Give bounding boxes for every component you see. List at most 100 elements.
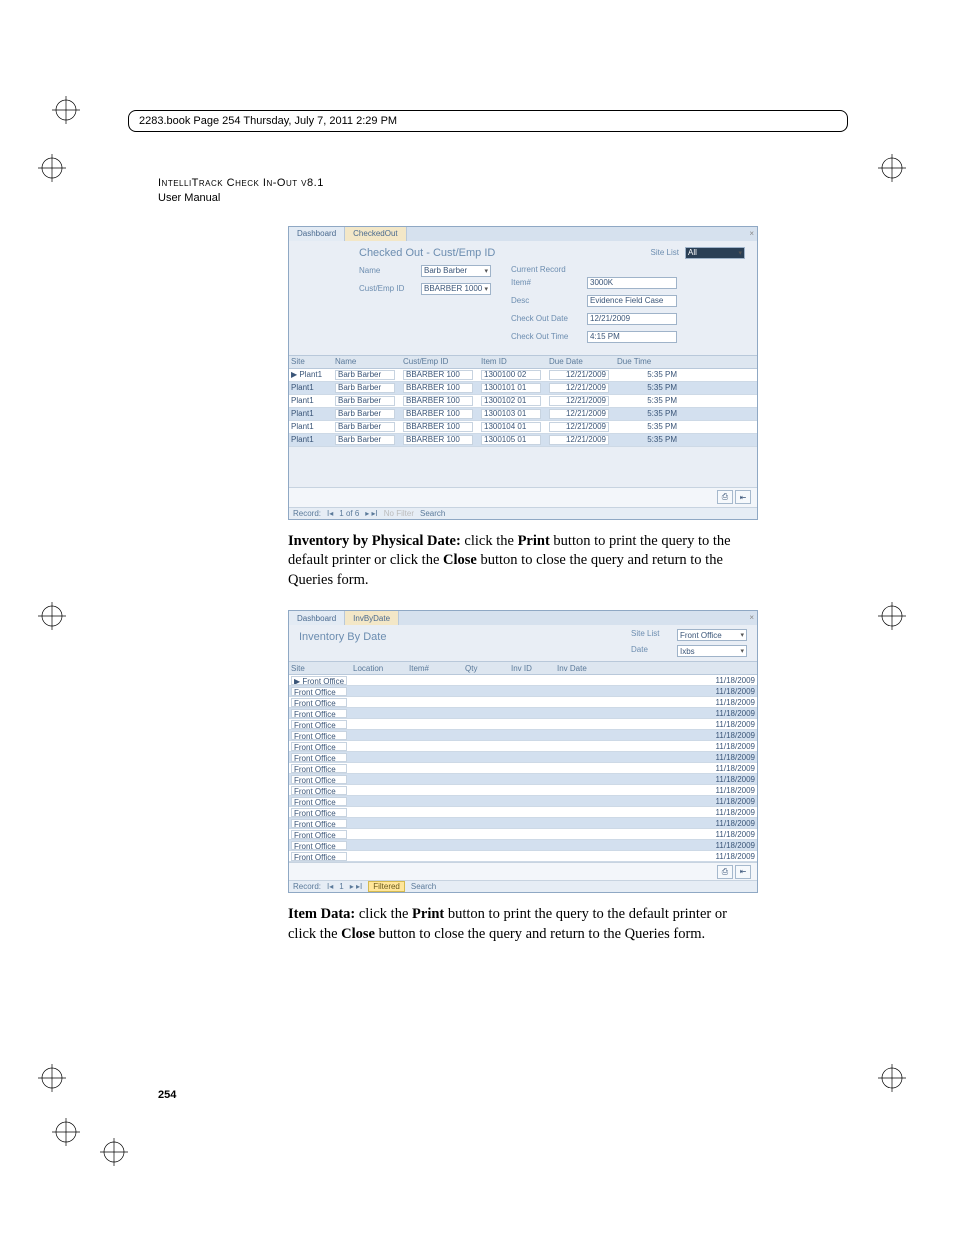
date-select[interactable]: Ixbs	[677, 645, 747, 657]
cell: 5:35 PM	[617, 383, 677, 392]
table-row[interactable]: Plant1Barb BarberBBARBER 1001300101 0112…	[289, 382, 757, 395]
site-list-select[interactable]: All	[685, 247, 745, 259]
record-navigator: Record: I◂ 1 of 6 ▸ ▸I No Filter Search	[289, 507, 757, 519]
cell: Front Office	[291, 764, 347, 773]
table-row[interactable]: Front Office11/18/2009	[289, 730, 757, 741]
table-row[interactable]: Plant1Barb BarberBBARBER 1001300102 0112…	[289, 395, 757, 408]
cell: 11/18/2009	[695, 786, 755, 795]
search-label: Search	[411, 882, 436, 891]
table-row[interactable]: Front Office11/18/2009	[289, 851, 757, 862]
record-navigator: Record: I◂ 1 ▸ ▸I Filtered Search	[289, 880, 757, 892]
cell: Front Office	[291, 720, 347, 729]
panel-footer: ⎙ ⇤	[289, 862, 757, 880]
column-header[interactable]: Location	[353, 664, 403, 673]
column-header[interactable]: Item ID	[481, 357, 541, 366]
cell: 11/18/2009	[695, 830, 755, 839]
filter-block: Site List Front Office Date Ixbs	[631, 629, 747, 661]
close-button[interactable]: ⇤	[735, 490, 751, 504]
cell: 12/21/2009	[549, 422, 609, 432]
registration-mark	[878, 602, 906, 630]
close-button[interactable]: ⇤	[735, 865, 751, 879]
results-grid: Site Location Item# Qty Inv ID Inv Date ▶ Fro…	[289, 661, 757, 862]
item-value: 3000K	[587, 277, 677, 289]
table-row[interactable]: Front Office11/18/2009	[289, 686, 757, 697]
tab-invbydate[interactable]: InvByDate	[345, 611, 399, 625]
column-header[interactable]: Name	[335, 357, 395, 366]
column-header[interactable]: Qty	[465, 664, 505, 673]
cell: Plant1	[291, 396, 327, 405]
checkoutdate-value: 12/21/2009	[587, 313, 677, 325]
book-title: IntelliTrack Check In-Out v8.1	[158, 176, 798, 191]
table-row[interactable]: Front Office11/18/2009	[289, 785, 757, 796]
table-row[interactable]: Plant1Barb BarberBBARBER 1001300103 0112…	[289, 408, 757, 421]
close-icon[interactable]: ×	[749, 613, 754, 622]
column-header[interactable]: Cust/Emp ID	[403, 357, 473, 366]
table-row[interactable]: Front Office 11/18/2009	[289, 763, 757, 774]
table-row[interactable]: Front Office11/18/2009	[289, 818, 757, 829]
column-header[interactable]: Inv ID	[511, 664, 551, 673]
custid-select[interactable]: BBARBER 1000	[421, 283, 491, 295]
filter-status[interactable]: Filtered	[368, 881, 405, 892]
site-list-select[interactable]: Front Office	[677, 629, 747, 641]
table-row[interactable]: Front Office11/18/2009	[289, 829, 757, 840]
column-header[interactable]: Site	[291, 664, 347, 673]
close-icon: ⇤	[740, 867, 747, 876]
cell: 12/21/2009	[549, 370, 609, 380]
cell: Front Office	[291, 808, 347, 817]
cell: 11/18/2009	[695, 797, 755, 806]
cell: Front Office	[291, 687, 347, 696]
cell: Front Office	[291, 819, 347, 828]
tab-bar: Dashboard InvByDate	[289, 611, 757, 625]
table-row[interactable]: Plant1Barb BarberBBARBER 1001300105 0112…	[289, 434, 757, 447]
tab-dashboard[interactable]: Dashboard	[289, 611, 345, 625]
cell: Front Office	[291, 753, 347, 762]
nav-next-button[interactable]: ▸ ▸I	[365, 509, 377, 518]
table-row[interactable]: Front Office11/18/2009	[289, 708, 757, 719]
table-row[interactable]: Front Office11/18/2009	[289, 840, 757, 851]
site-list-label: Site List	[651, 248, 679, 257]
cell: Barb Barber	[335, 409, 395, 419]
cell: Front Office	[291, 742, 347, 751]
name-select[interactable]: Barb Barber	[421, 265, 491, 277]
table-row[interactable]: Front Office11/18/2009	[289, 796, 757, 807]
table-row[interactable]: Front Office11/18/2009	[289, 697, 757, 708]
table-row[interactable]: Front Office 11/18/2009	[289, 741, 757, 752]
column-header[interactable]: Inv Date	[557, 664, 689, 673]
cell: 5:35 PM	[617, 396, 677, 405]
date-label: Date	[631, 645, 671, 657]
cell: Front Office	[291, 775, 347, 784]
page-number: 254	[158, 1089, 176, 1101]
print-button[interactable]: ⎙	[717, 865, 733, 879]
nav-next-button[interactable]: ▸ ▸I	[350, 882, 362, 891]
table-row[interactable]: Plant1Barb BarberBBARBER 1001300104 0112…	[289, 421, 757, 434]
cell: 5:35 PM	[617, 409, 677, 418]
table-row[interactable]: Front Office11/18/2009	[289, 774, 757, 785]
nav-first-button[interactable]: I◂	[327, 509, 333, 518]
column-header[interactable]: Due Time	[617, 357, 677, 366]
cell: Plant1	[291, 422, 327, 431]
checkouttime-value: 4:15 PM	[587, 331, 677, 343]
table-row[interactable]: ▶ Front Office11/18/2009	[289, 675, 757, 686]
table-row[interactable]: ▶ Plant1Barb BarberBBARBER 1001300100 02…	[289, 369, 757, 382]
record-label: Record:	[293, 882, 321, 891]
custid-label: Cust/Emp ID	[359, 284, 415, 293]
panel-footer: ⎙ ⇤	[289, 487, 757, 507]
table-row[interactable]: Front Office 11/18/2009	[289, 719, 757, 730]
column-header[interactable]: Due Date	[549, 357, 609, 366]
tab-dashboard[interactable]: Dashboard	[289, 227, 345, 241]
cell: 11/18/2009	[695, 764, 755, 773]
table-row[interactable]: Front Office11/18/2009	[289, 807, 757, 818]
table-row[interactable]: Front Office 11/18/2009	[289, 752, 757, 763]
cell: 11/18/2009	[695, 753, 755, 762]
paragraph-inventory-by-date: Inventory by Physical Date: click the Pr…	[288, 532, 756, 591]
registration-mark	[52, 96, 80, 124]
print-button[interactable]: ⎙	[717, 490, 733, 504]
nav-first-button[interactable]: I◂	[327, 882, 333, 891]
close-icon[interactable]: ×	[749, 229, 754, 238]
tab-checkedout[interactable]: CheckedOut	[345, 227, 406, 241]
registration-mark	[100, 1138, 128, 1166]
column-header[interactable]: Site	[291, 357, 327, 366]
cell: 11/18/2009	[695, 720, 755, 729]
column-header[interactable]: Item#	[409, 664, 459, 673]
cell: 11/18/2009	[695, 742, 755, 751]
